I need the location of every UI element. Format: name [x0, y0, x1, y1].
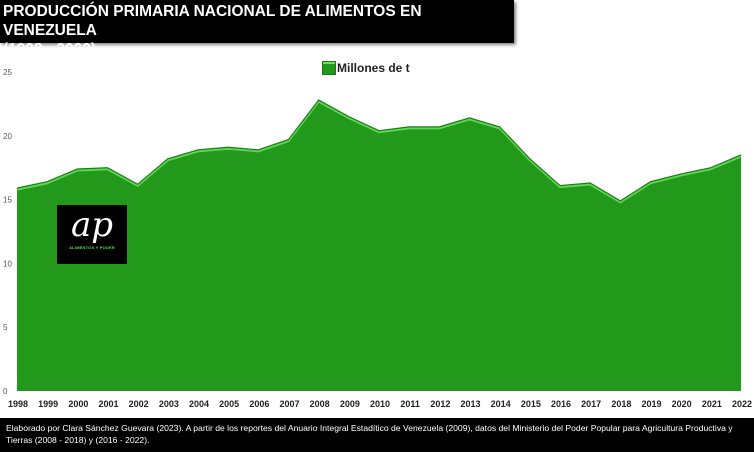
logo-mark: ap [70, 205, 114, 245]
x-tick-label: 2015 [521, 399, 541, 409]
legend-swatch [322, 61, 336, 75]
x-tick-label: 2006 [249, 399, 269, 409]
x-tick-label: 2014 [491, 399, 511, 409]
x-tick-label: 2020 [672, 399, 692, 409]
x-tick-label: 2013 [460, 399, 480, 409]
x-tick-label: 2022 [732, 399, 752, 409]
y-tick-label: 5 [3, 323, 8, 332]
y-tick-label: 25 [3, 68, 12, 77]
x-tick-label: 2002 [129, 399, 149, 409]
title-line-1: PRODUCCIÓN PRIMARIA NACIONAL DE ALIMENTO… [3, 3, 422, 39]
logo-text: ALIMENTOS Y PODER [69, 245, 115, 250]
x-tick-label: 2011 [400, 399, 420, 409]
source-note: Elaborado por Clara Sánchez Guevara (202… [0, 418, 754, 452]
x-tick-label: 2007 [279, 399, 299, 409]
x-tick-label: 1998 [8, 399, 28, 409]
x-tick-label: 2008 [310, 399, 330, 409]
legend-label: Millones de t [337, 61, 410, 75]
x-tick-label: 2009 [340, 399, 360, 409]
title-line-2: (1998 - 2022) [3, 41, 97, 58]
x-tick-label: 2001 [98, 399, 118, 409]
y-tick-label: 15 [3, 196, 12, 205]
x-tick-label: 2017 [581, 399, 601, 409]
y-tick-label: 10 [3, 259, 12, 268]
x-tick-label: 2016 [551, 399, 571, 409]
x-tick-label: 1999 [38, 399, 58, 409]
y-tick-label: 20 [3, 132, 12, 141]
area-chart: 0 5 10 15 20 25 1998 1999 2000 2001 2002 2003 2004 20… [3, 68, 752, 409]
x-tick-label: 2021 [702, 399, 722, 409]
area-series [17, 100, 741, 392]
area-highlight-line [16, 100, 742, 204]
x-tick-label: 2018 [611, 399, 631, 409]
legend: Millones de t [322, 61, 410, 75]
chart-title: PRODUCCIÓN PRIMARIA NACIONAL DE ALIMENTO… [0, 0, 514, 58]
x-tick-label: 2003 [159, 399, 179, 409]
x-tick-label: 2012 [430, 399, 450, 409]
y-tick-label: 0 [3, 387, 8, 396]
x-tick-label: 2004 [189, 399, 209, 409]
x-tick-label: 2000 [68, 399, 88, 409]
logo: ap ALIMENTOS Y PODER [57, 205, 127, 264]
x-tick-label: 2010 [370, 399, 390, 409]
x-tick-label: 2005 [219, 399, 239, 409]
x-tick-label: 2019 [641, 399, 661, 409]
